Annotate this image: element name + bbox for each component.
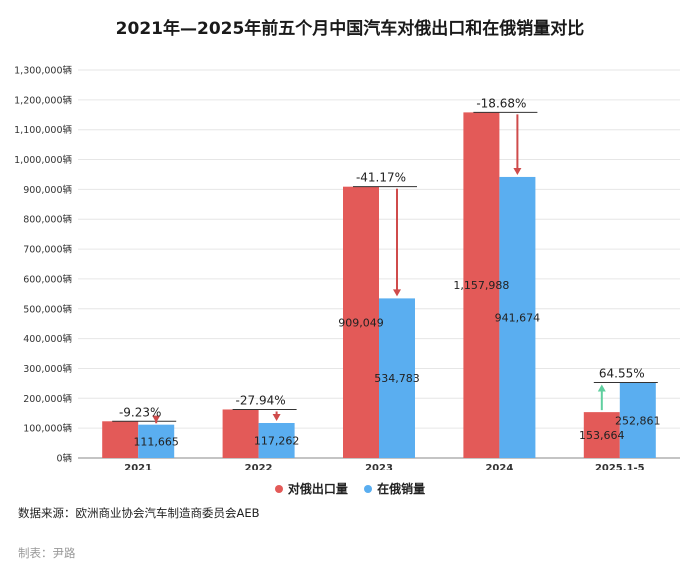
data-label-sales: 252,861 [615, 414, 661, 427]
data-label-export: 153,664 [579, 429, 625, 442]
y-tick-label: 200,000辆 [23, 393, 72, 405]
bar-export [463, 112, 500, 458]
legend-swatch-sales [364, 484, 373, 493]
change-percent-label: 64.55% [599, 367, 645, 381]
y-tick-label: 600,000辆 [23, 273, 72, 285]
change-arrow-head [597, 384, 606, 392]
y-tick-label: 100,000辆 [23, 423, 72, 435]
y-tick-label: 1,000,000辆 [14, 154, 72, 166]
change-percent-label: -9.23% [119, 405, 161, 419]
data-source: 数据来源：欧洲商业协会汽车制造商委员会AEB [18, 506, 260, 520]
x-tick-label: 2022 [245, 463, 273, 470]
change-percent-label: -18.68% [476, 96, 526, 110]
x-tick-label: 2024 [485, 463, 513, 470]
bar-sales [499, 176, 536, 458]
y-tick-label: 500,000辆 [23, 303, 72, 315]
bar-chart: 0辆 100,000辆 200,000辆 300,000辆 400,000辆 500,00… [14, 65, 680, 470]
data-label-sales: 941,674 [495, 311, 541, 324]
chart-title: 2021年—2025年前五个月中国汽车对俄出口和在俄销量对比 [115, 19, 585, 39]
legend: 对俄出口量 在俄销量 [0, 480, 700, 497]
legend-item-export: 对俄出口量 [274, 480, 348, 497]
bar-export [583, 412, 620, 458]
bar-export [222, 409, 259, 458]
x-tick-label: 2023 [365, 463, 393, 470]
legend-item-sales: 在俄销量 [364, 480, 425, 497]
y-tick-label: 700,000辆 [23, 244, 72, 256]
bar-sales [379, 298, 415, 458]
change-percent-label: -27.94% [236, 393, 286, 407]
y-tick-label: 800,000辆 [23, 214, 72, 226]
bar-export [343, 186, 379, 458]
bar-sales [138, 424, 175, 458]
x-tick-label: 2021 [124, 463, 152, 470]
data-label-sales: 534,783 [374, 372, 420, 385]
y-tick-label: 1,300,000辆 [14, 65, 72, 77]
y-tick-label: 1,200,000辆 [14, 94, 72, 106]
data-label-sales: 111,665 [133, 435, 179, 448]
bar-export [102, 421, 139, 458]
data-label-export: 909,049 [338, 316, 384, 329]
legend-label-export: 对俄出口量 [287, 482, 348, 496]
chart-maker: 制表：尹路 [18, 546, 76, 560]
change-arrow-head [272, 414, 281, 422]
y-tick-label: 400,000辆 [23, 333, 72, 345]
bar-sales [258, 423, 295, 458]
change-arrow-head [152, 415, 161, 423]
y-tick-label: 0辆 [56, 453, 72, 465]
x-tick-label: 2025.1-5 [595, 463, 645, 470]
change-arrow-head [393, 289, 401, 297]
change-percent-label: -41.17% [356, 171, 406, 185]
y-tick-label: 300,000辆 [23, 363, 72, 375]
y-tick-label: 1,100,000辆 [14, 124, 72, 136]
data-label-sales: 117,262 [254, 435, 300, 448]
legend-swatch-export [274, 484, 283, 493]
bar-sales [619, 382, 656, 458]
y-tick-label: 900,000辆 [23, 184, 72, 196]
data-label-export: 1,157,988 [453, 279, 509, 292]
legend-label-sales: 在俄销量 [377, 482, 426, 496]
change-arrow-head [513, 167, 522, 175]
